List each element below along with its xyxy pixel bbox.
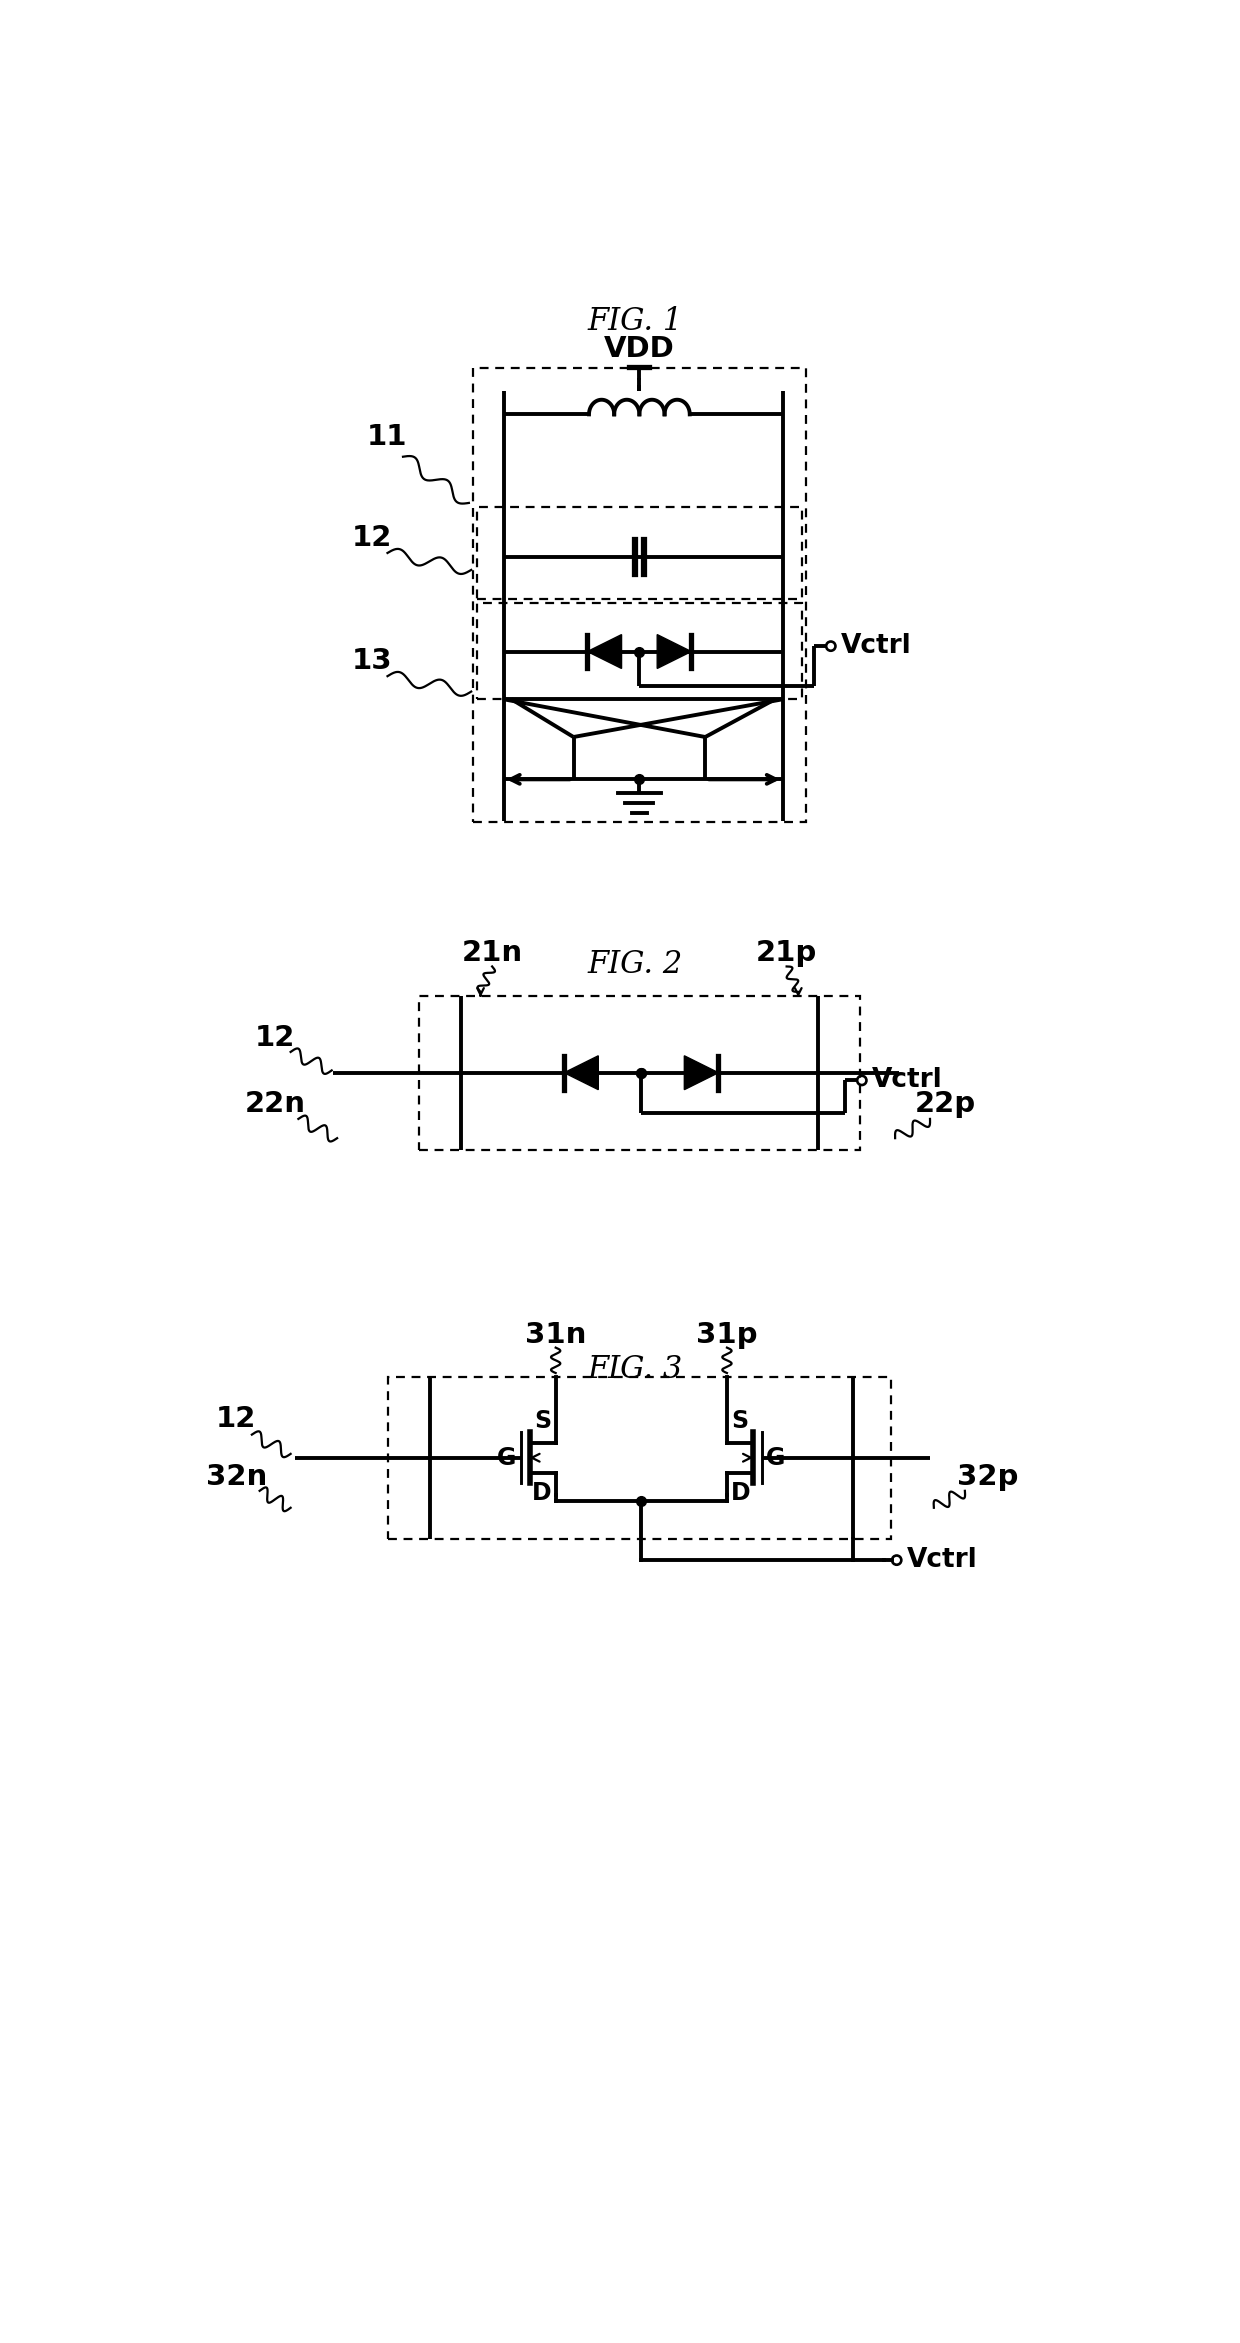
Bar <box>472 368 806 822</box>
Text: 21n: 21n <box>461 940 523 968</box>
Bar <box>387 1378 892 1539</box>
Text: 11: 11 <box>367 424 408 452</box>
Text: Vctrl: Vctrl <box>872 1068 942 1094</box>
Polygon shape <box>657 635 692 668</box>
Text: 22n: 22n <box>244 1089 305 1118</box>
Text: D: D <box>532 1481 552 1504</box>
Text: 12: 12 <box>352 522 392 551</box>
Text: 12: 12 <box>216 1406 257 1434</box>
Text: 32n: 32n <box>206 1462 267 1490</box>
Text: 22p: 22p <box>915 1089 976 1118</box>
Text: 31n: 31n <box>525 1321 587 1350</box>
Polygon shape <box>588 635 621 668</box>
Text: 32p: 32p <box>957 1462 1019 1490</box>
Bar <box>476 506 802 600</box>
Text: D: D <box>730 1481 750 1504</box>
Text: 21p: 21p <box>756 940 817 968</box>
Text: FIG. 1: FIG. 1 <box>588 307 683 337</box>
Polygon shape <box>564 1057 598 1089</box>
Text: S: S <box>730 1410 748 1434</box>
Text: G: G <box>766 1446 785 1469</box>
Text: VDD: VDD <box>604 335 675 363</box>
Text: 13: 13 <box>352 647 392 675</box>
Text: Vctrl: Vctrl <box>841 633 911 658</box>
Text: FIG. 3: FIG. 3 <box>588 1354 683 1385</box>
Text: Vctrl: Vctrl <box>906 1546 977 1572</box>
Text: S: S <box>534 1410 552 1434</box>
Text: FIG. 2: FIG. 2 <box>588 949 683 979</box>
Text: G: G <box>497 1446 517 1469</box>
Bar <box>419 996 861 1150</box>
Text: 12: 12 <box>255 1024 295 1052</box>
Text: 31p: 31p <box>696 1321 758 1350</box>
Polygon shape <box>684 1057 718 1089</box>
Bar <box>476 602 802 698</box>
